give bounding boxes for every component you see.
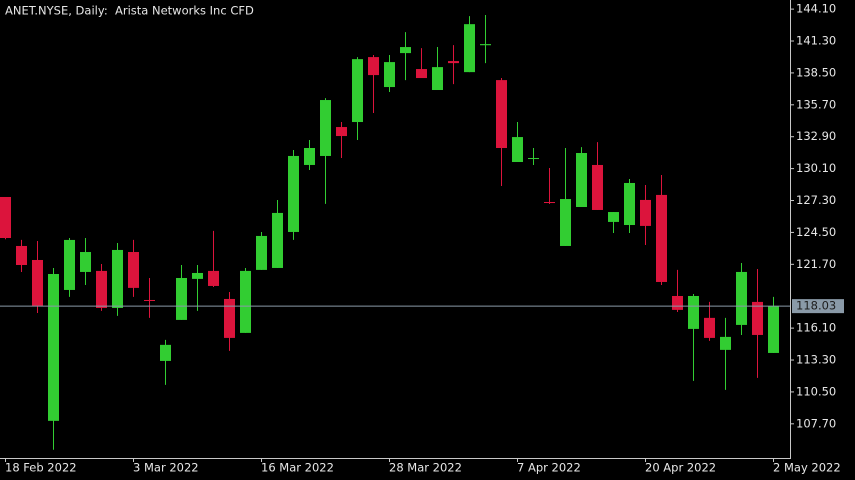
x-tick-label: 3 Mar 2022 [133, 461, 199, 475]
y-tick-label: 116.10 [796, 321, 836, 335]
candle-body [576, 153, 587, 208]
candle-body [560, 199, 571, 246]
y-tick-label: 127.30 [796, 193, 836, 207]
candle-body [288, 155, 299, 232]
candle-body [272, 212, 283, 268]
candle-body [704, 317, 715, 338]
chart-title: ANET.NYSE, Daily: Arista Networks Inc CF… [5, 4, 254, 18]
candle-body [464, 24, 475, 73]
y-tick-label: 138.50 [796, 65, 836, 79]
candle-body [368, 57, 379, 76]
x-tick-label: 18 Feb 2022 [5, 461, 77, 475]
candle-body [752, 301, 763, 335]
candle-body [176, 277, 187, 320]
candle-body [80, 252, 91, 272]
candle-body [736, 271, 747, 325]
candle-body [768, 306, 779, 353]
y-tick-label: 113.30 [796, 353, 836, 367]
candle-body [528, 158, 539, 160]
candle-body [192, 272, 203, 279]
y-tick-label: 135.70 [796, 97, 836, 111]
candle-body [656, 194, 667, 282]
candle-body [128, 252, 139, 288]
candle-body [48, 274, 59, 421]
candle-body [624, 182, 635, 226]
candle-body [432, 67, 443, 91]
candle-body [64, 239, 75, 290]
x-tick-label: 2 May 2022 [773, 461, 841, 475]
candle-body [640, 199, 651, 226]
candle-body [256, 235, 267, 270]
candle-body [304, 147, 315, 165]
candle-body [384, 62, 395, 88]
candle-body [352, 59, 363, 123]
candle-body [544, 201, 555, 204]
y-tick-label: 130.10 [796, 161, 836, 175]
candle-body [592, 164, 603, 210]
y-tick-label: 121.70 [796, 257, 836, 271]
candle-body [480, 44, 491, 46]
candle-body [720, 336, 731, 350]
candle-body [112, 249, 123, 308]
y-tick-label: 107.70 [796, 416, 836, 430]
candle-body [320, 100, 331, 156]
y-tick-label: 144.10 [796, 2, 836, 16]
current-price-label: 118.03 [796, 299, 836, 313]
candle-body [96, 270, 107, 308]
candle-body [16, 245, 27, 266]
candle-body [224, 298, 235, 338]
current-price-box [792, 299, 844, 314]
candle-body [336, 127, 347, 137]
candle-body [160, 344, 171, 361]
candle-body [240, 270, 251, 333]
y-tick-label: 132.90 [796, 129, 836, 143]
candle-body [400, 47, 411, 54]
x-tick-label: 7 Apr 2022 [517, 461, 581, 475]
candle-body [688, 295, 699, 329]
x-tick-label: 16 Mar 2022 [261, 461, 334, 475]
candle-body [672, 295, 683, 310]
candle-body [608, 212, 619, 222]
y-tick-label: 110.50 [796, 384, 836, 398]
candle-body [416, 69, 427, 79]
candle-body [512, 137, 523, 163]
candle-body [448, 61, 459, 64]
y-tick-label: 141.30 [796, 34, 836, 48]
candle-body [0, 196, 11, 239]
y-tick-label: 124.50 [796, 225, 836, 239]
candle-body [208, 270, 219, 286]
x-tick-label: 28 Mar 2022 [389, 461, 462, 475]
candle-body [496, 80, 507, 148]
x-tick-label: 20 Apr 2022 [645, 461, 716, 475]
candle-body [144, 299, 155, 301]
candle-body [32, 259, 43, 306]
